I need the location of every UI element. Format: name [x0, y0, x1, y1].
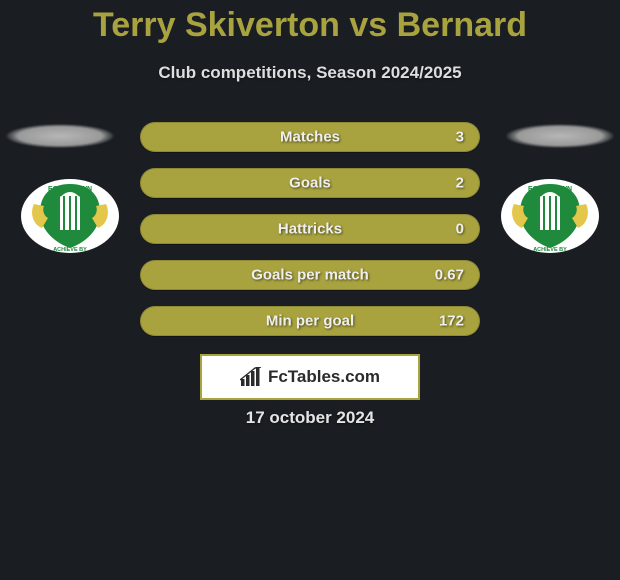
player-shadow-right [506, 124, 614, 148]
stat-label: Goals [289, 175, 331, 192]
stat-value: 172 [439, 313, 464, 330]
crest-top-text: EOVIL TOWN [528, 186, 572, 193]
stat-label: Hattricks [278, 221, 342, 238]
stat-label: Matches [280, 129, 340, 146]
crest-motto: ACHIEVE BY [53, 247, 87, 253]
footer-date: 17 october 2024 [0, 408, 620, 428]
stat-row-matches: Matches 3 [140, 122, 480, 152]
shield-icon: EOVIL TOWN ACHIEVE BY [20, 178, 120, 254]
crest-motto: ACHIEVE BY [533, 247, 567, 253]
player-shadow-left [6, 124, 114, 148]
stat-label: Min per goal [266, 313, 354, 330]
stats-container: Matches 3 Goals 2 Hattricks 0 Goals per … [140, 122, 480, 352]
stat-value: 0 [456, 221, 464, 238]
bar-chart-icon [240, 367, 262, 387]
stat-row-goals-per-match: Goals per match 0.67 [140, 260, 480, 290]
stat-row-hattricks: Hattricks 0 [140, 214, 480, 244]
subtitle: Club competitions, Season 2024/2025 [0, 63, 620, 83]
club-crest-left: EOVIL TOWN ACHIEVE BY [20, 178, 120, 254]
stat-row-goals: Goals 2 [140, 168, 480, 198]
page-title: Terry Skiverton vs Bernard [0, 0, 620, 45]
stat-value: 3 [456, 129, 464, 146]
banner-text: FcTables.com [268, 367, 380, 387]
shield-icon: EOVIL TOWN ACHIEVE BY [500, 178, 600, 254]
stat-value: 2 [456, 175, 464, 192]
stat-value: 0.67 [435, 267, 464, 284]
comparison-card: Terry Skiverton vs Bernard Club competit… [0, 0, 620, 83]
stat-row-min-per-goal: Min per goal 172 [140, 306, 480, 336]
crest-top-text: EOVIL TOWN [48, 186, 92, 193]
stat-label: Goals per match [251, 267, 369, 284]
club-crest-right: EOVIL TOWN ACHIEVE BY [500, 178, 600, 254]
fctables-banner[interactable]: FcTables.com [200, 354, 420, 400]
